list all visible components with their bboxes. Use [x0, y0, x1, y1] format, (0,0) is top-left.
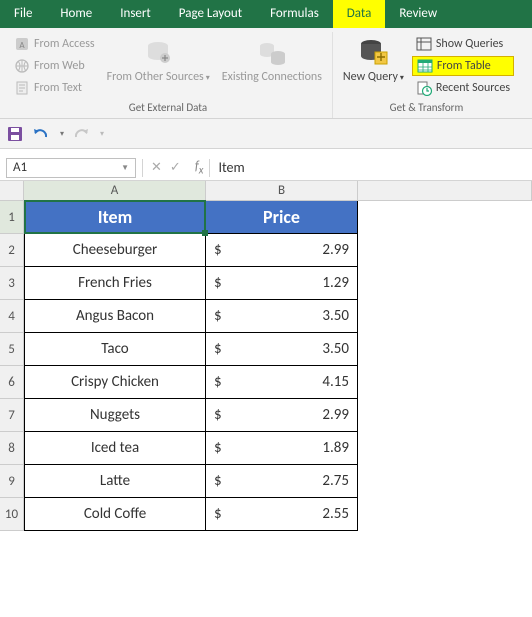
svg-text:A: A	[19, 40, 25, 51]
existing-connections-label: Existing Connections	[222, 70, 322, 84]
enter-icon: ✓	[170, 160, 181, 175]
tab-page-layout[interactable]: Page Layout	[165, 0, 256, 28]
existing-connections-icon	[256, 36, 288, 68]
row-header[interactable]: 4	[0, 300, 24, 333]
row-header[interactable]: 5	[0, 333, 24, 366]
table-cell-item[interactable]: Taco	[24, 333, 206, 366]
table-cell-item[interactable]: Nuggets	[24, 399, 206, 432]
empty-area[interactable]	[358, 201, 532, 531]
access-icon: A	[14, 36, 30, 52]
recent-sources-button[interactable]: Recent Sources	[412, 78, 514, 98]
column-header-blank[interactable]	[358, 181, 532, 201]
tab-formulas[interactable]: Formulas	[256, 0, 333, 28]
row-header[interactable]: 10	[0, 498, 24, 531]
formula-bar: A1 ▼ ✕ ✓ fx Item	[0, 155, 532, 181]
show-queries-icon	[416, 36, 432, 52]
formula-buttons: ✕ ✓	[143, 160, 189, 175]
ribbon-body: A From Access From Web From Text	[0, 28, 532, 119]
table-cell-item[interactable]: Latte	[24, 465, 206, 498]
table-cell-item[interactable]: Cheeseburger	[24, 234, 206, 267]
table-cell-price[interactable]: $3.50	[206, 300, 358, 333]
column-header-b[interactable]: B	[206, 181, 358, 201]
column-header-a[interactable]: A	[24, 181, 206, 201]
undo-icon[interactable]	[32, 125, 50, 143]
table-cell-item[interactable]: Angus Bacon	[24, 300, 206, 333]
ribbon-tabs: File Home Insert Page Layout Formulas Da…	[0, 0, 532, 28]
show-queries-button[interactable]: Show Queries	[412, 34, 514, 54]
table-cell-item[interactable]: French Fries	[24, 267, 206, 300]
text-file-icon	[14, 80, 30, 96]
other-sources-icon	[142, 36, 174, 68]
quick-access-toolbar: ▾ ▾	[0, 119, 532, 149]
cell-a1[interactable]: Item	[24, 201, 206, 234]
row-header[interactable]: 1	[0, 201, 24, 234]
row-header[interactable]: 6	[0, 366, 24, 399]
table-cell-price[interactable]: $2.75	[206, 465, 358, 498]
row-header[interactable]: 7	[0, 399, 24, 432]
table-cell-price[interactable]: $2.55	[206, 498, 358, 531]
from-text-button: From Text	[10, 78, 99, 98]
from-table-button[interactable]: From Table	[412, 56, 514, 76]
existing-connections-button: Existing Connections	[218, 34, 326, 86]
table-cell-price[interactable]: $1.29	[206, 267, 358, 300]
group-label-external: Get External Data	[129, 98, 207, 116]
from-web-label: From Web	[34, 59, 85, 73]
formula-value[interactable]: Item	[210, 159, 252, 176]
row-header[interactable]: 3	[0, 267, 24, 300]
table-cell-price[interactable]: $4.15	[206, 366, 358, 399]
spreadsheet-grid: A B 12345678910 ItemPriceCheeseburger$2.…	[0, 181, 532, 531]
new-query-icon	[357, 36, 389, 68]
table-cell-price[interactable]: $3.50	[206, 333, 358, 366]
from-access-button: A From Access	[10, 34, 99, 54]
from-web-button: From Web	[10, 56, 99, 76]
row-header[interactable]: 8	[0, 432, 24, 465]
table-cell-price[interactable]: $2.99	[206, 234, 358, 267]
tab-file[interactable]: File	[0, 0, 46, 28]
row-header[interactable]: 2	[0, 234, 24, 267]
undo-caret[interactable]: ▾	[60, 129, 64, 139]
namebox-caret-icon[interactable]: ▼	[121, 163, 129, 173]
tab-data[interactable]: Data	[333, 0, 386, 28]
from-table-label: From Table	[437, 59, 491, 73]
table-cell-item[interactable]: Cold Coffe	[24, 498, 206, 531]
new-query-label: New Query▾	[343, 70, 404, 84]
from-access-label: From Access	[34, 37, 95, 51]
group-get-transform: New Query▾ Show Queries From Table	[333, 32, 520, 118]
group-get-external-data: A From Access From Web From Text	[4, 32, 333, 118]
from-text-label: From Text	[34, 81, 82, 95]
table-cell-price[interactable]: $2.99	[206, 399, 358, 432]
row-header[interactable]: 9	[0, 465, 24, 498]
show-queries-label: Show Queries	[436, 37, 503, 51]
new-query-button[interactable]: New Query▾	[339, 34, 408, 86]
tab-insert[interactable]: Insert	[106, 0, 165, 28]
table-cell-item[interactable]: Iced tea	[24, 432, 206, 465]
tab-home[interactable]: Home	[46, 0, 106, 28]
name-box-value: A1	[13, 160, 27, 175]
table-cell-item[interactable]: Crispy Chicken	[24, 366, 206, 399]
redo-caret: ▾	[100, 129, 104, 139]
cell-b1[interactable]: Price	[206, 201, 358, 234]
from-other-sources-button: From Other Sources▾	[103, 34, 214, 86]
from-table-icon	[417, 58, 433, 74]
save-icon[interactable]	[6, 125, 24, 143]
web-icon	[14, 58, 30, 74]
name-box[interactable]: A1 ▼	[6, 158, 136, 178]
select-all-corner[interactable]	[0, 181, 24, 201]
redo-icon	[72, 125, 90, 143]
cancel-icon: ✕	[151, 160, 162, 175]
recent-sources-icon	[416, 80, 432, 96]
tab-review[interactable]: Review	[385, 0, 451, 28]
recent-sources-label: Recent Sources	[436, 81, 510, 95]
group-label-transform: Get & Transform	[390, 98, 464, 116]
fx-icon[interactable]: fx	[189, 159, 210, 177]
table-cell-price[interactable]: $1.89	[206, 432, 358, 465]
from-other-sources-label: From Other Sources▾	[107, 70, 210, 84]
